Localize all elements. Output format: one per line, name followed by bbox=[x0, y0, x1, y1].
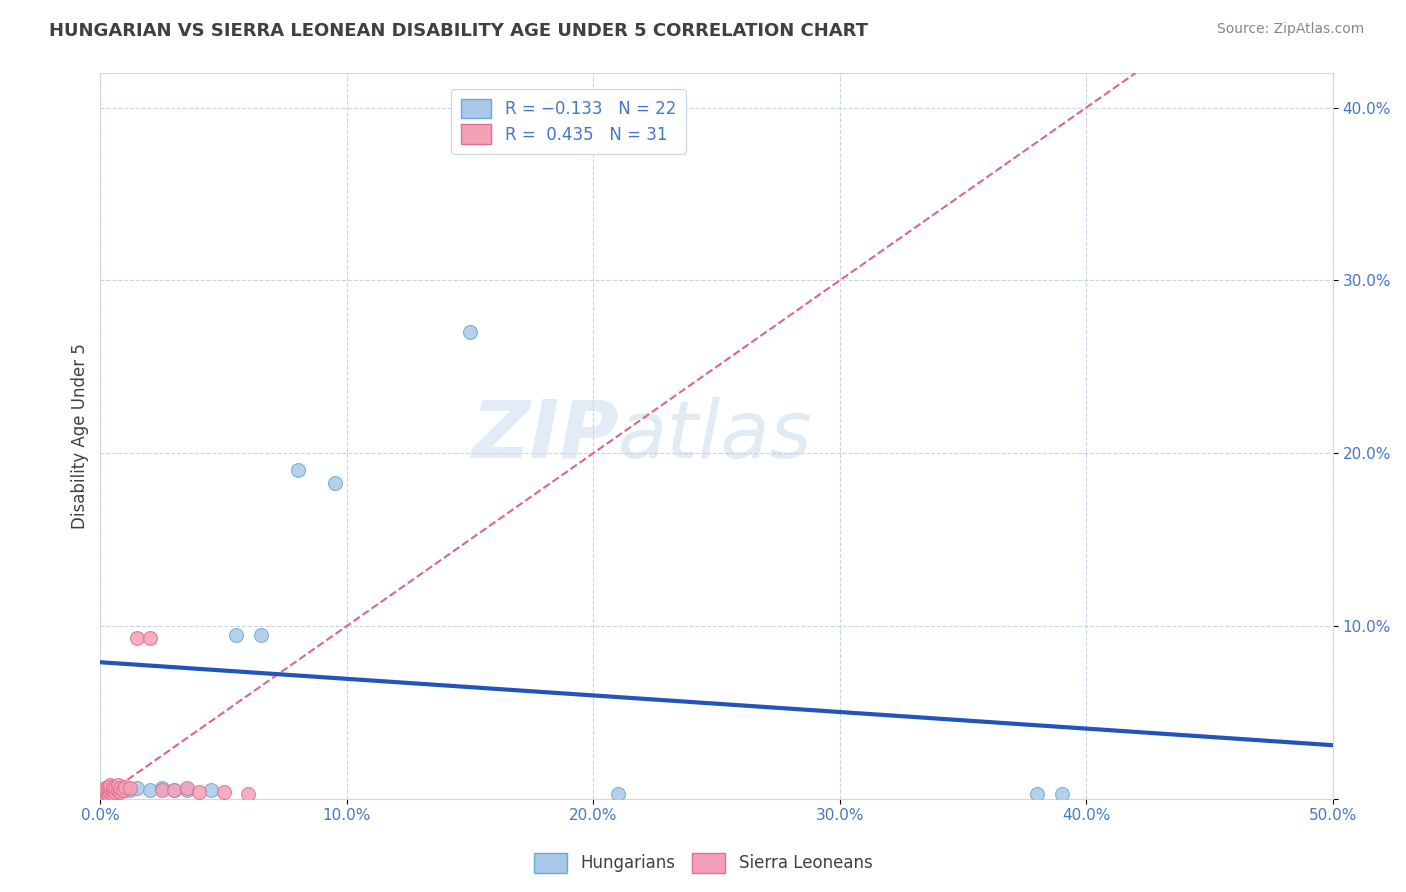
Y-axis label: Disability Age Under 5: Disability Age Under 5 bbox=[72, 343, 89, 529]
Point bbox=[107, 783, 129, 797]
Point bbox=[101, 787, 124, 801]
Point bbox=[118, 783, 141, 797]
Point bbox=[163, 783, 186, 797]
Point bbox=[108, 781, 131, 796]
Point bbox=[111, 783, 134, 797]
Point bbox=[225, 627, 247, 641]
Legend: Hungarians, Sierra Leoneans: Hungarians, Sierra Leoneans bbox=[527, 847, 879, 880]
Point bbox=[104, 781, 127, 796]
Point bbox=[107, 785, 129, 799]
Point bbox=[108, 785, 131, 799]
Point bbox=[104, 783, 127, 797]
Point bbox=[163, 783, 186, 797]
Legend: R = −0.133   N = 22, R =  0.435   N = 31: R = −0.133 N = 22, R = 0.435 N = 31 bbox=[451, 88, 686, 153]
Point bbox=[138, 631, 160, 645]
Point bbox=[176, 781, 198, 796]
Text: Source: ZipAtlas.com: Source: ZipAtlas.com bbox=[1216, 22, 1364, 37]
Point bbox=[91, 789, 114, 803]
Point bbox=[108, 781, 131, 796]
Text: ZIP: ZIP bbox=[471, 397, 619, 475]
Point bbox=[94, 783, 117, 797]
Point bbox=[118, 781, 141, 796]
Point bbox=[114, 783, 136, 797]
Point bbox=[287, 463, 309, 477]
Point bbox=[97, 780, 120, 794]
Point bbox=[127, 781, 149, 796]
Point bbox=[1050, 787, 1073, 801]
Point bbox=[94, 785, 117, 799]
Point bbox=[127, 631, 149, 645]
Point bbox=[98, 783, 121, 797]
Point bbox=[458, 325, 481, 339]
Point bbox=[98, 785, 121, 799]
Point bbox=[91, 787, 114, 801]
Point bbox=[101, 783, 124, 797]
Point bbox=[114, 780, 136, 794]
Point bbox=[200, 783, 222, 797]
Point bbox=[187, 785, 209, 799]
Point bbox=[249, 627, 271, 641]
Point bbox=[97, 787, 120, 801]
Point bbox=[150, 783, 173, 797]
Point bbox=[97, 783, 120, 797]
Point bbox=[176, 783, 198, 797]
Point bbox=[91, 787, 114, 801]
Point bbox=[104, 785, 127, 799]
Point bbox=[1026, 787, 1049, 801]
Point bbox=[97, 785, 120, 799]
Text: HUNGARIAN VS SIERRA LEONEAN DISABILITY AGE UNDER 5 CORRELATION CHART: HUNGARIAN VS SIERRA LEONEAN DISABILITY A… bbox=[49, 22, 869, 40]
Point bbox=[212, 785, 235, 799]
Point bbox=[238, 787, 260, 801]
Point bbox=[101, 780, 124, 794]
Point bbox=[138, 783, 160, 797]
Point bbox=[98, 781, 121, 796]
Point bbox=[94, 781, 117, 796]
Point bbox=[607, 787, 630, 801]
Point bbox=[150, 781, 173, 796]
Point bbox=[107, 778, 129, 792]
Point bbox=[323, 475, 346, 490]
Point bbox=[101, 787, 124, 801]
Text: atlas: atlas bbox=[619, 397, 813, 475]
Point bbox=[98, 778, 121, 792]
